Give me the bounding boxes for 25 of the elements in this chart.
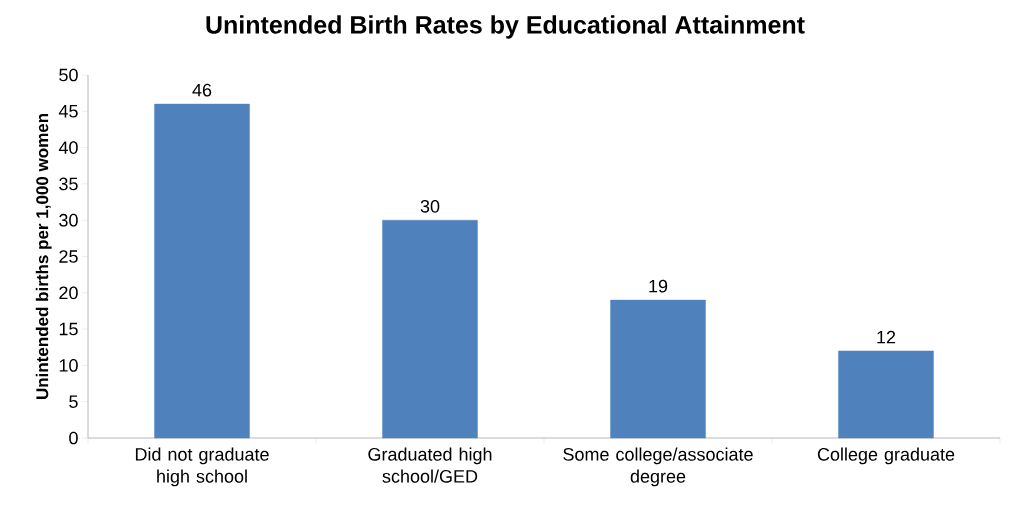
chart-title: Unintended Birth Rates by Educational Attainment xyxy=(206,15,805,39)
y-axis-title: Unintended births per 1,000 women xyxy=(35,113,52,400)
x-tick-label: Graduated high school/GED xyxy=(368,447,492,483)
x-tick-label: Did not graduate high school xyxy=(135,447,269,487)
y-tick-label: 5 xyxy=(69,395,78,408)
y-tick-label: 0 xyxy=(69,431,78,445)
data-label: 46 xyxy=(192,83,212,97)
bar xyxy=(382,220,478,439)
y-tick-label: 10 xyxy=(59,359,78,372)
y-tick-label: 15 xyxy=(59,322,78,336)
x-tick-label: College graduate xyxy=(817,447,955,465)
bar xyxy=(154,103,250,439)
y-tick-label: 50 xyxy=(59,68,78,82)
bar xyxy=(610,299,706,439)
x-tick-label: Some college/associate degree xyxy=(563,447,753,487)
y-tick-label: 20 xyxy=(59,286,78,300)
data-label: 19 xyxy=(649,279,668,293)
y-tick-label: 30 xyxy=(59,213,78,227)
data-label: 30 xyxy=(420,199,440,213)
y-tick-label: 35 xyxy=(59,177,78,191)
y-tick-label: 25 xyxy=(59,250,78,263)
bar xyxy=(838,350,934,439)
data-label: 12 xyxy=(877,330,896,344)
y-tick-label: 40 xyxy=(58,141,78,154)
y-tick-label: 45 xyxy=(58,105,78,118)
